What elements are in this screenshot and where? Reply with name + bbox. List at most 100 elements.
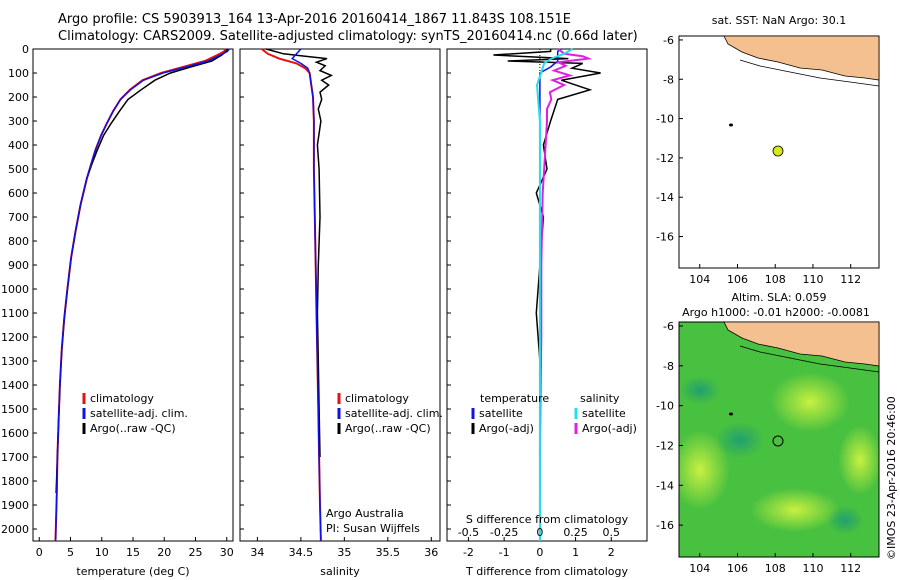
difference-x-tick-label: 0 (536, 546, 543, 559)
temperature-x-tick-label: 30 (220, 546, 234, 559)
sst-map-land (723, 35, 880, 81)
sal-diff-argo-line (538, 48, 593, 458)
difference-s-tick-label: -0.5 (458, 526, 479, 539)
credit-line-1: Argo Australia (326, 507, 404, 520)
temperature-x-tick-label: 25 (189, 546, 203, 559)
sst-map-title: sat. SST: NaN Argo: 30.1 (712, 14, 846, 27)
sla-map-coastline (739, 345, 880, 373)
sla-map-lat-label: -8 (663, 360, 674, 373)
temperature-x-tick-label: 10 (95, 546, 109, 559)
sst-map-lat-label: -6 (663, 34, 674, 47)
sst-map-coastline (739, 59, 880, 87)
sla-map-lon-label: 108 (765, 562, 786, 575)
depth-tick-label: 900 (8, 259, 29, 272)
sal-diff-satellite-line (535, 48, 574, 541)
depth-tick-label: 400 (8, 139, 29, 152)
temperature-x-tick-label: 20 (157, 546, 171, 559)
sla-map-lon-label: 104 (689, 562, 710, 575)
depth-tick-label: 1900 (1, 499, 29, 512)
temperature-legend-label: Argo(..raw -QC) (90, 422, 176, 435)
difference-x-tick-label: -2 (463, 546, 474, 559)
sst-map-island (729, 123, 733, 127)
sst-map-lon-label: 112 (840, 273, 861, 286)
salinity-x-label: salinity (320, 565, 360, 578)
salinity-x-tick-label: 35 (337, 546, 351, 559)
salinity-x-tick-label: 35.5 (376, 546, 401, 559)
depth-tick-label: 700 (8, 211, 29, 224)
sst-map-lon-label: 110 (802, 273, 823, 286)
temp-diff-satellite-line (539, 48, 562, 541)
sla-map-lat-label: -12 (656, 439, 674, 452)
salinity-x-tick-label: 34 (250, 546, 264, 559)
sst-map-lat-label: -8 (663, 73, 674, 86)
header-line-1: Argo profile: CS 5903913_164 13-Apr-2016… (58, 12, 571, 27)
sla-map-lon-label: 106 (727, 562, 748, 575)
depth-tick-label: 200 (8, 91, 29, 104)
difference-s-tick-label: 0 (536, 526, 543, 539)
temperature-x-tick-label: 0 (36, 546, 43, 559)
depth-tick-label: 800 (8, 235, 29, 248)
sla-map-lon-label: 112 (840, 562, 861, 575)
temperature-x-tick-label: 15 (126, 546, 140, 559)
difference-top-label: S difference from climatology (466, 513, 629, 526)
depth-tick-label: 1200 (1, 331, 29, 344)
difference-x-tick-label: 2 (608, 546, 615, 559)
depth-tick-label: 1700 (1, 451, 29, 464)
difference-x-tick-label: 1 (572, 546, 579, 559)
depth-tick-label: 500 (8, 163, 29, 176)
temperature-climatology-line (54, 48, 227, 542)
footer-credit: ©IMOS 23-Apr-2016 20:46:00 (885, 396, 898, 560)
difference-t-legend-label: satellite (479, 407, 523, 420)
difference-s-tick-label: 0.5 (603, 526, 621, 539)
depth-tick-label: 1800 (1, 475, 29, 488)
sla-map-title-1: Altim. SLA: 0.059 (731, 291, 826, 304)
difference-s-tick-label: 0.25 (563, 526, 588, 539)
temperature-x-tick-label: 5 (67, 546, 74, 559)
salinity-legend-label: climatology (345, 392, 409, 405)
depth-tick-label: 600 (8, 187, 29, 200)
salinity-legend-label: Argo(..raw -QC) (345, 422, 431, 435)
sst-map-lon-label: 108 (765, 273, 786, 286)
difference-t-legend-label: Argo(-adj) (479, 422, 534, 435)
sst-map-lat-label: -16 (656, 231, 674, 244)
salinity-legend-label: satellite-adj. clim. (345, 407, 443, 420)
sst-map-lat-label: -12 (656, 152, 674, 165)
depth-tick-label: 1600 (1, 427, 29, 440)
sst-map-lat-label: -14 (656, 191, 674, 204)
depth-tick-label: 1000 (1, 283, 29, 296)
depth-tick-label: 0 (22, 43, 29, 56)
difference-s-tick-label: -0.25 (490, 526, 518, 539)
sla-map-lon-label: 110 (802, 562, 823, 575)
temperature-satellite-clim-line (54, 48, 230, 542)
salinity-panel-frame (239, 48, 441, 542)
difference-x-tick-label: -1 (499, 546, 510, 559)
sst-map-lat-label: -10 (656, 113, 674, 126)
sst-map (678, 35, 880, 269)
header-line-2: Climatology: CARS2009. Satellite-adjuste… (58, 29, 638, 44)
legend-temperature-title: temperature (480, 392, 549, 405)
difference-s-legend-label: satellite (582, 407, 626, 420)
sla-map-land (723, 321, 880, 367)
legend-salinity-title: salinity (580, 392, 620, 405)
sst-map-lon-label: 104 (689, 273, 710, 286)
sla-map-lat-label: -10 (656, 400, 674, 413)
depth-tick-label: 1300 (1, 355, 29, 368)
depth-tick-label: 1100 (1, 307, 29, 320)
temperature-legend-label: climatology (90, 392, 154, 405)
sst-map-lon-label: 106 (727, 273, 748, 286)
sla-map-island (729, 412, 733, 416)
credit-line-2: PI: Susan Wijffels (326, 522, 420, 535)
depth-tick-label: 1500 (1, 403, 29, 416)
sla-map-lat-label: -6 (663, 320, 674, 333)
salinity-satellite-clim-line (291, 48, 322, 542)
salinity-x-tick-label: 34.5 (289, 546, 314, 559)
sla-map (678, 321, 880, 558)
temperature-panel-frame (32, 48, 234, 542)
temperature-legend-label: satellite-adj. clim. (90, 407, 188, 420)
temp-diff-argo-line (493, 49, 601, 493)
salinity-x-tick-label: 36 (424, 546, 438, 559)
difference-s-legend-label: Argo(-adj) (582, 422, 637, 435)
depth-tick-label: 300 (8, 115, 29, 128)
difference-x-label: T difference from climatology (465, 565, 628, 578)
